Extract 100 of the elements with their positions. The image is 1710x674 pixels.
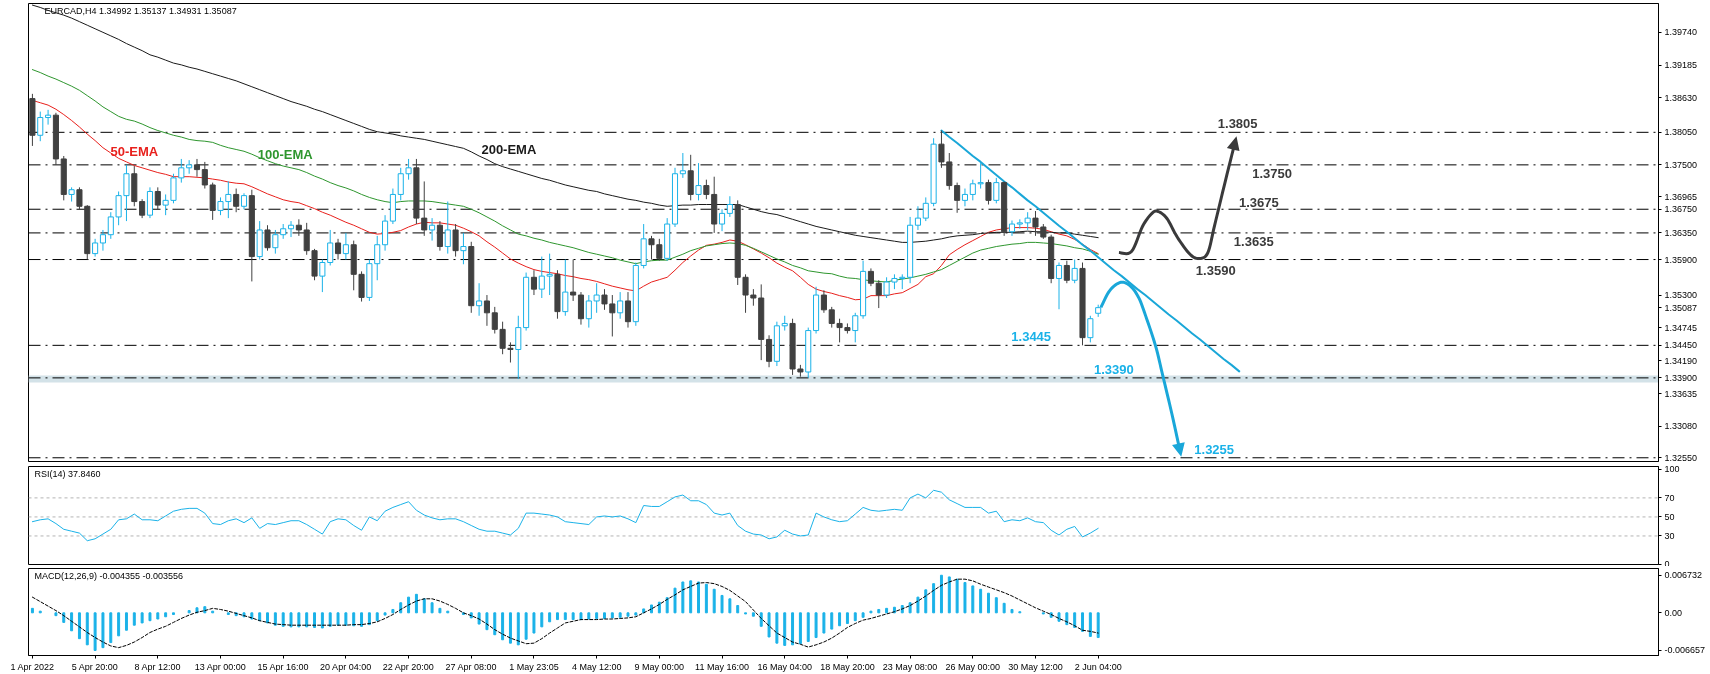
series-label: 50-EMA: [110, 143, 159, 159]
candlestick: [436, 220, 443, 252]
ref-line-label: 1.38050: [1664, 127, 1698, 138]
y-tick-label: 1.38630: [1664, 93, 1698, 103]
chart-title: EURCAD,H4 1.34992 1.35137 1.34931 1.35087: [44, 5, 237, 16]
y-tick-label: 1.33635: [1664, 388, 1698, 399]
ref-line-label: 1.37500: [1664, 159, 1698, 170]
x-tick-label: 30 May 12:00: [1008, 661, 1063, 672]
candlestick: [429, 217, 436, 242]
candlestick: [1032, 210, 1039, 237]
candlestick: [1008, 219, 1016, 237]
x-tick-label: 2 Jun 04:00: [1074, 661, 1122, 672]
y-tick-label: 100: [1664, 464, 1680, 475]
candlestick: [295, 218, 302, 237]
candlestick: [546, 253, 553, 296]
candlestick: [624, 291, 632, 329]
candlestick: [139, 198, 146, 219]
x-tick-label: 1 Apr 2022: [10, 661, 54, 672]
candlestick: [1055, 262, 1063, 310]
candlestick: [342, 232, 349, 261]
candlestick: [382, 214, 389, 252]
ref-line-label: 1.32550: [1664, 452, 1698, 463]
candlestick: [37, 111, 44, 142]
series-label: 100-EMA: [257, 146, 314, 162]
candlestick: [335, 238, 342, 261]
chart-title: MACD(12,26,9) -0.004355 -0.003556: [34, 570, 184, 581]
x-tick-label: 5 Apr 20:00: [71, 661, 118, 672]
y-tick-label: -0.006657: [1664, 645, 1706, 656]
candlestick: [679, 152, 686, 179]
x-tick-label: 9 May 00:00: [634, 661, 685, 672]
candlestick: [577, 291, 585, 326]
candlestick: [601, 288, 608, 311]
x-tick-label: 22 Apr 20:00: [382, 661, 434, 672]
candlestick: [444, 201, 451, 255]
candlestick: [154, 186, 161, 210]
candlestick: [178, 158, 185, 184]
candlestick: [718, 208, 726, 232]
y-tick-label: 1.39740: [1664, 27, 1698, 38]
annotation: 1.3750: [1252, 166, 1293, 182]
candlestick: [538, 256, 545, 299]
x-tick-label: 15 Apr 16:00: [257, 661, 309, 672]
y-tick-label: 1.34745: [1664, 322, 1698, 333]
ref-line-label: 1.34450: [1664, 340, 1698, 351]
y-tick-label: 1.36965: [1664, 191, 1698, 202]
candlestick: [146, 186, 154, 219]
x-tick-label: 8 Apr 12:00: [134, 661, 181, 672]
y-tick-label: 30: [1664, 530, 1675, 541]
candlestick: [703, 179, 710, 200]
candlestick: [766, 334, 773, 368]
x-tick-label: 27 Apr 08:00: [445, 661, 497, 672]
candlestick: [609, 294, 616, 337]
candlestick: [99, 229, 106, 252]
candlestick: [460, 232, 467, 265]
candlestick: [515, 315, 522, 380]
ref-line-label: 1.33900: [1664, 372, 1698, 383]
candlestick: [993, 177, 1000, 204]
candlestick: [820, 289, 827, 314]
candlestick: [1087, 315, 1094, 343]
annotation: 1.3805: [1217, 115, 1258, 131]
x-tick-label: 20 Apr 04:00: [320, 661, 372, 672]
y-tick-label: 1.35087: [1664, 302, 1698, 313]
ref-line-label: 1.35900: [1664, 254, 1698, 265]
candlestick: [726, 195, 733, 218]
annotation: 1.3675: [1238, 194, 1279, 210]
candlestick: [954, 182, 961, 214]
candlestick: [875, 279, 882, 309]
candlestick: [476, 282, 483, 317]
chart-title: RSI(14) 37.8460: [34, 468, 101, 479]
annotation: 1.3590: [1195, 263, 1236, 279]
candlestick: [852, 312, 859, 343]
candlestick: [374, 235, 381, 281]
candlestick: [1071, 259, 1078, 284]
candlestick: [695, 162, 702, 201]
candlestick: [985, 179, 992, 206]
candlestick: [272, 229, 279, 255]
x-tick-label: 18 May 20:00: [820, 661, 875, 672]
line-series: [31, 4, 1099, 243]
annotation: 1.3255: [1194, 442, 1235, 458]
candlestick: [562, 259, 569, 317]
y-tick-label: 1.33080: [1664, 421, 1698, 432]
y-tick-label: 1.34190: [1664, 355, 1698, 366]
candlestick: [617, 291, 624, 320]
y-tick-label: 0.00: [1664, 607, 1683, 618]
y-tick-label: 1.35300: [1664, 290, 1698, 301]
candlestick: [961, 188, 969, 207]
x-tick-label: 13 Apr 00:00: [194, 661, 246, 672]
annotation: 1.3445: [1011, 328, 1052, 344]
ref-line-label: 1.36750: [1664, 204, 1698, 215]
annotation: 1.3390: [1093, 362, 1134, 378]
candlestick: [186, 159, 193, 175]
candlestick: [193, 158, 201, 178]
line-series: [31, 489, 1099, 542]
candlestick: [914, 205, 921, 231]
candlestick: [883, 276, 890, 299]
candlestick: [452, 223, 459, 258]
y-tick-label: 1.39185: [1664, 60, 1698, 71]
x-tick-label: 26 May 00:00: [945, 661, 1001, 672]
candlestick: [1063, 260, 1070, 284]
x-tick-label: 4 May 12:00: [571, 661, 622, 672]
candlestick: [421, 180, 428, 237]
